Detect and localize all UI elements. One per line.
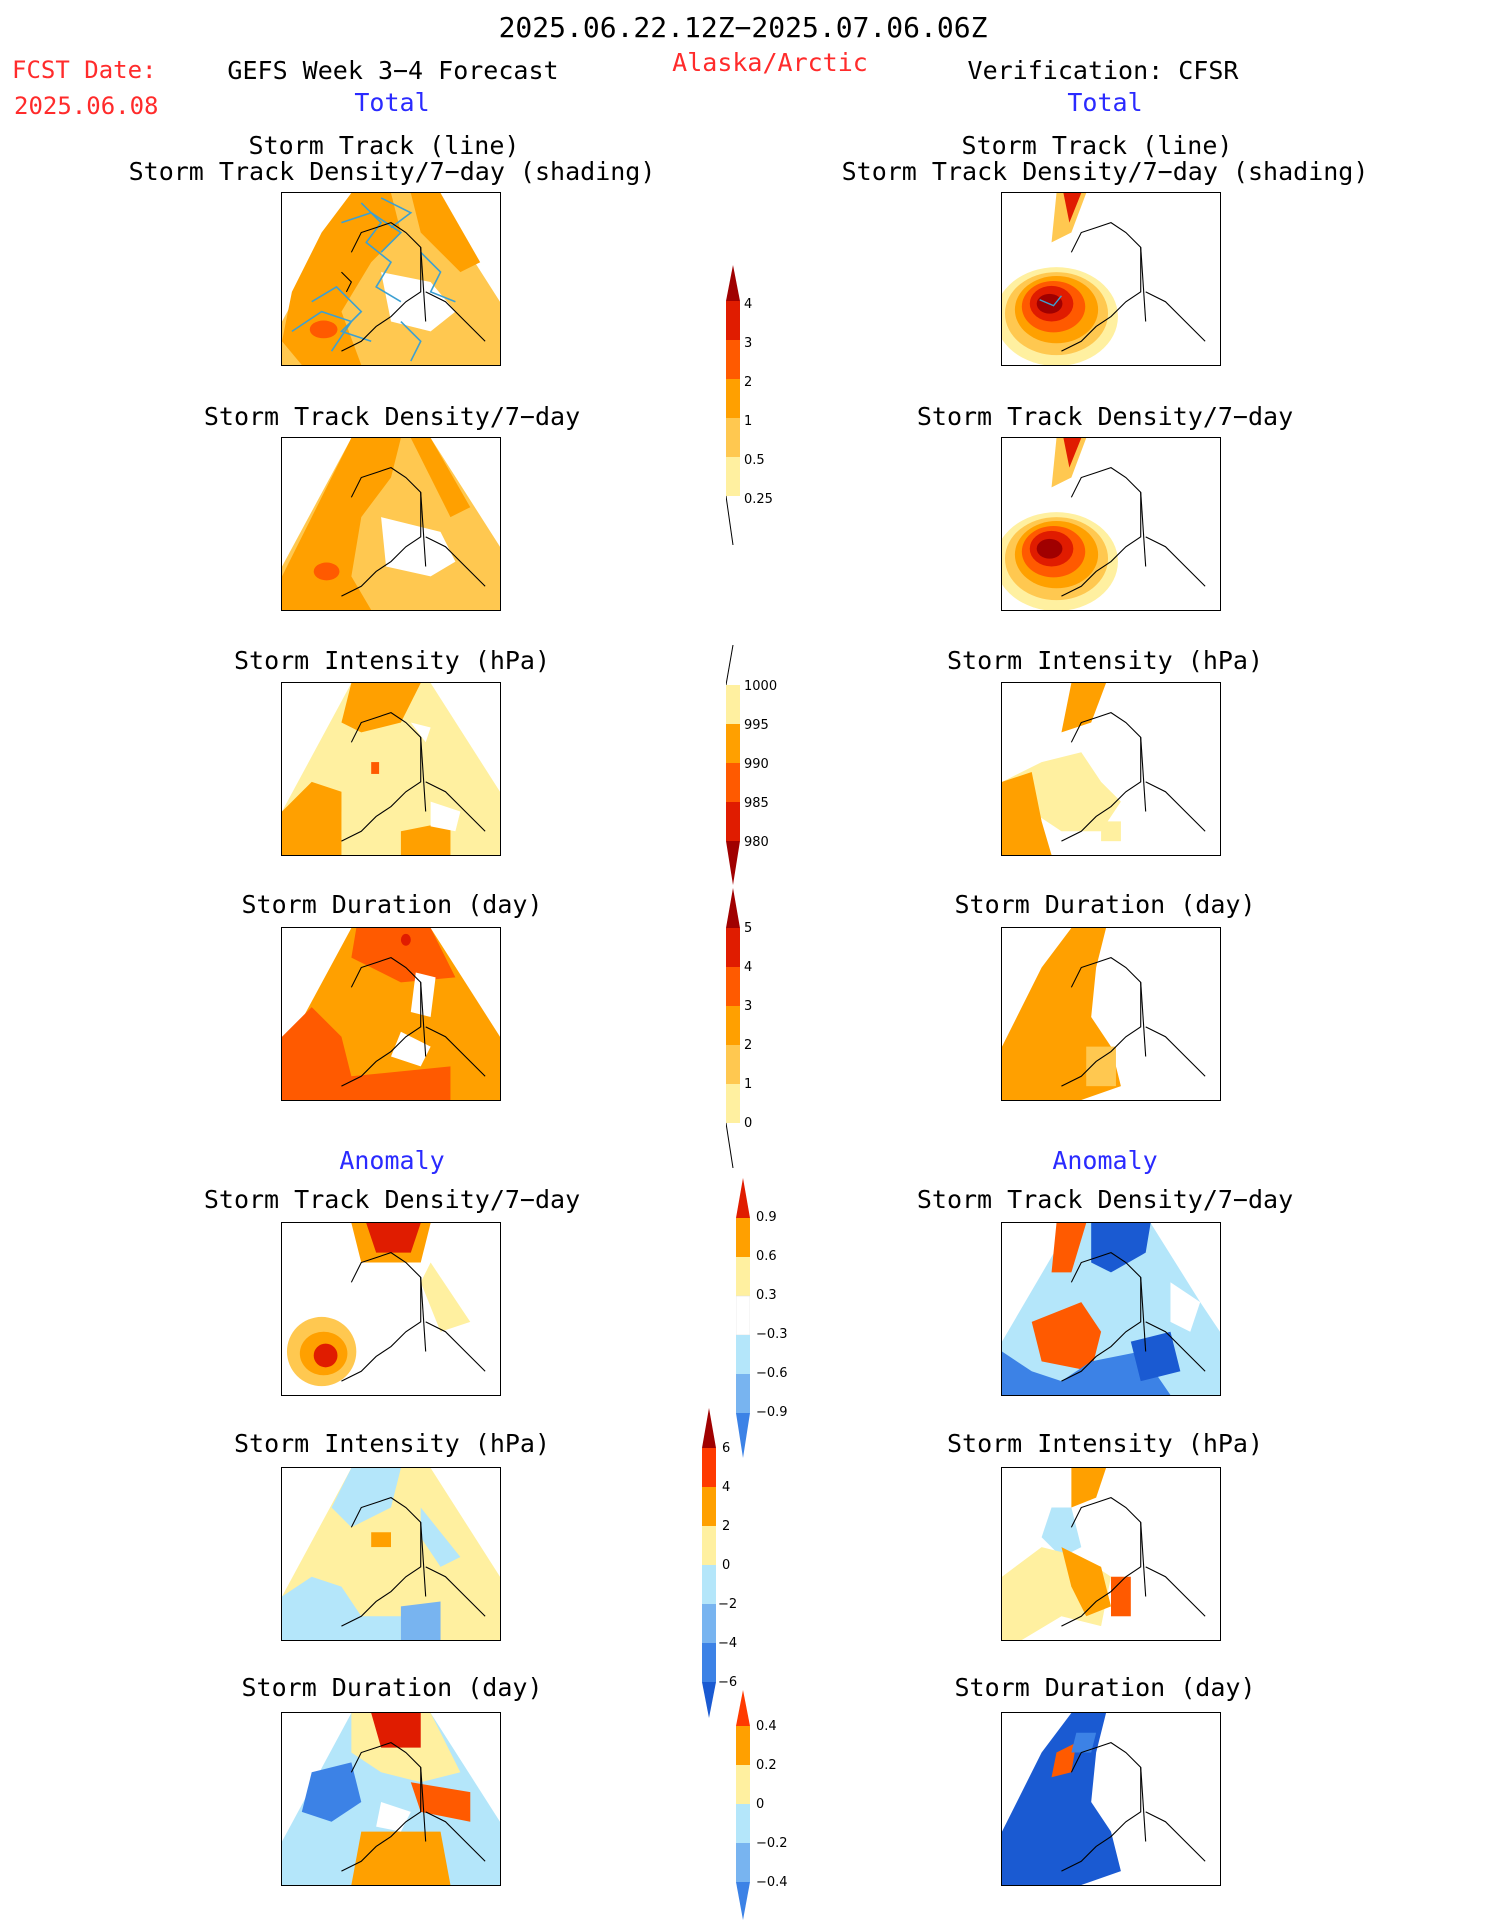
cbar-duration-total-tick-2: 3 <box>744 999 753 1014</box>
cbar-intensity-anom-tick-5: −4 <box>718 1636 738 1651</box>
map-duration-anomaly-verification <box>1001 1712 1221 1886</box>
colorbar-duration-anomaly <box>736 1690 750 1920</box>
map-density-anomaly-verification <box>1001 1222 1221 1396</box>
cbar-intensity-anom-tick-1: 4 <box>722 1480 731 1495</box>
map-track-density-forecast <box>281 192 501 366</box>
cbar-duration-total-tick-4: 1 <box>744 1077 753 1092</box>
title-density-anom-right: Storm Track Density/7−day <box>916 1185 1294 1214</box>
cbar-duration-anom-tick-2: 0 <box>756 1797 765 1812</box>
fcst-date-value: 2025.06.08 <box>14 92 159 120</box>
map-density-anomaly-forecast <box>281 1222 501 1396</box>
colorbar-intensity-anomaly <box>702 1408 716 1718</box>
verification-title: Verification: CFSR <box>967 56 1239 85</box>
cbar-duration-anom-tick-4: −0.4 <box>756 1875 788 1890</box>
cbar-duration-total-tick-3: 2 <box>744 1038 753 1053</box>
map-intensity-verification <box>1001 682 1221 856</box>
cbar-intensity-total-tick-0: 1000 <box>744 679 778 694</box>
period-title: 2025.06.22.12Z−2025.07.06.06Z <box>498 11 988 44</box>
title-track-shading-right: Storm Track Density/7−day (shading) <box>841 157 1369 186</box>
cbar-intensity-anom-tick-3: 0 <box>722 1558 731 1573</box>
map-intensity-anomaly-verification <box>1001 1467 1221 1641</box>
cbar-density-total-tick-1: 3 <box>744 336 753 351</box>
colorbar-intensity-total <box>725 644 740 885</box>
map-duration-anomaly-forecast <box>281 1712 501 1886</box>
title-duration-left: Storm Duration (day) <box>241 890 543 919</box>
fcst-date-label: FCST Date: <box>12 56 157 84</box>
cbar-density-anom-tick-0: 0.9 <box>756 1210 777 1225</box>
cbar-intensity-total-tick-2: 990 <box>744 757 769 772</box>
cbar-duration-anom-tick-0: 0.4 <box>756 1719 777 1734</box>
colorbar-density-anomaly <box>735 1178 751 1458</box>
map-intensity-anomaly-forecast <box>281 1467 501 1641</box>
title-track-line-right: Storm Track (line) <box>961 131 1233 160</box>
total-label-left: Total <box>354 88 430 117</box>
title-intensity-right: Storm Intensity (hPa) <box>946 646 1264 675</box>
colorbar-duration-total <box>725 888 740 1169</box>
cbar-density-anom-tick-1: 0.6 <box>756 1249 777 1264</box>
title-track-shading-left: Storm Track Density/7−day (shading) <box>128 157 656 186</box>
title-duration-anom-left: Storm Duration (day) <box>241 1673 543 1702</box>
cbar-density-total-tick-0: 4 <box>744 297 753 312</box>
cbar-density-anom-tick-2: 0.3 <box>756 1288 777 1303</box>
map-intensity-forecast <box>281 682 501 856</box>
map-track-density-verification <box>1001 192 1221 366</box>
cbar-intensity-total-tick-3: 985 <box>744 796 769 811</box>
cbar-duration-total-tick-1: 4 <box>744 960 753 975</box>
forecast-title: GEFS Week 3−4 Forecast <box>227 56 559 85</box>
anomaly-label-left: Anomaly <box>339 1146 445 1175</box>
cbar-intensity-anom-tick-4: −2 <box>718 1597 738 1612</box>
cbar-duration-total-tick-5: 0 <box>744 1116 753 1131</box>
map-duration-verification <box>1001 927 1221 1101</box>
cbar-intensity-total-tick-4: 980 <box>744 835 769 850</box>
title-duration-right: Storm Duration (day) <box>954 890 1256 919</box>
map-density-verification <box>1001 437 1221 611</box>
title-intensity-anom-right: Storm Intensity (hPa) <box>946 1429 1264 1458</box>
cbar-duration-total-tick-0: 5 <box>744 921 753 936</box>
cbar-intensity-total-tick-1: 995 <box>744 718 769 733</box>
title-density-left: Storm Track Density/7−day <box>203 402 581 431</box>
cbar-intensity-anom-tick-2: 2 <box>722 1519 731 1534</box>
colorbar-density-total <box>725 265 740 546</box>
map-density-forecast <box>281 437 501 611</box>
cbar-intensity-anom-tick-0: 6 <box>722 1441 731 1456</box>
title-track-line-left: Storm Track (line) <box>248 131 520 160</box>
cbar-density-anom-tick-4: −0.6 <box>756 1366 788 1381</box>
title-intensity-anom-left: Storm Intensity (hPa) <box>233 1429 551 1458</box>
title-density-right: Storm Track Density/7−day <box>916 402 1294 431</box>
map-duration-forecast <box>281 927 501 1101</box>
cbar-duration-anom-tick-1: 0.2 <box>756 1758 777 1773</box>
total-label-right: Total <box>1067 88 1143 117</box>
cbar-intensity-anom-tick-6: −6 <box>718 1675 738 1690</box>
region-title: Alaska/Arctic <box>672 48 868 77</box>
title-duration-anom-right: Storm Duration (day) <box>954 1673 1256 1702</box>
cbar-density-total-tick-3: 1 <box>744 414 753 429</box>
title-intensity-left: Storm Intensity (hPa) <box>233 646 551 675</box>
cbar-density-total-tick-2: 2 <box>744 375 753 390</box>
cbar-duration-anom-tick-3: −0.2 <box>756 1836 788 1851</box>
anomaly-label-right: Anomaly <box>1052 1146 1158 1175</box>
cbar-density-total-tick-4: 0.5 <box>744 453 765 468</box>
cbar-density-total-tick-5: 0.25 <box>744 492 773 507</box>
cbar-density-anom-tick-3: −0.3 <box>756 1327 788 1342</box>
cbar-density-anom-tick-5: −0.9 <box>756 1405 788 1420</box>
title-density-anom-left: Storm Track Density/7−day <box>203 1185 581 1214</box>
